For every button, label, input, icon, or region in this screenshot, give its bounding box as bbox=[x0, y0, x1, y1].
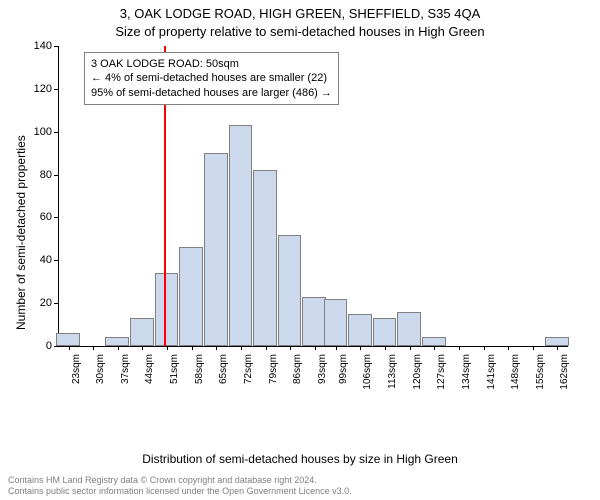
x-tick-mark bbox=[118, 346, 119, 350]
x-tick-mark bbox=[484, 346, 485, 350]
x-tick-mark bbox=[385, 346, 386, 350]
x-tick-label: 72sqm bbox=[243, 354, 254, 394]
x-tick-label: 23sqm bbox=[71, 354, 82, 394]
x-tick-mark bbox=[434, 346, 435, 350]
y-tick-label: 20 bbox=[22, 297, 52, 309]
x-tick-label: 155sqm bbox=[535, 354, 546, 394]
histogram-bar bbox=[373, 318, 397, 346]
y-tick-label: 80 bbox=[22, 169, 52, 181]
y-tick-label: 120 bbox=[22, 83, 52, 95]
x-tick-mark bbox=[93, 346, 94, 350]
x-axis-line bbox=[58, 346, 568, 347]
histogram-bar bbox=[302, 297, 326, 346]
x-tick-mark bbox=[508, 346, 509, 350]
histogram-bar bbox=[204, 153, 228, 346]
x-tick-label: 86sqm bbox=[292, 354, 303, 394]
x-tick-mark bbox=[216, 346, 217, 350]
x-tick-label: 134sqm bbox=[461, 354, 472, 394]
x-tick-label: 106sqm bbox=[362, 354, 373, 394]
histogram-bar bbox=[422, 337, 446, 346]
x-axis-label: Distribution of semi-detached houses by … bbox=[0, 452, 600, 466]
x-tick-mark bbox=[142, 346, 143, 350]
x-tick-mark bbox=[315, 346, 316, 350]
histogram-bar bbox=[348, 314, 372, 346]
footer-line2: Contains public sector information licen… bbox=[8, 486, 352, 498]
x-tick-label: 79sqm bbox=[268, 354, 279, 394]
annotation-box: 3 OAK LODGE ROAD: 50sqm ← 4% of semi-det… bbox=[84, 52, 339, 105]
x-tick-mark bbox=[533, 346, 534, 350]
x-tick-label: 162sqm bbox=[559, 354, 570, 394]
x-tick-label: 113sqm bbox=[387, 354, 398, 394]
x-tick-label: 141sqm bbox=[486, 354, 497, 394]
y-tick-label: 140 bbox=[22, 40, 52, 52]
x-tick-mark bbox=[459, 346, 460, 350]
chart-subtitle: Size of property relative to semi-detach… bbox=[0, 24, 600, 39]
x-tick-mark bbox=[410, 346, 411, 350]
x-tick-label: 99sqm bbox=[338, 354, 349, 394]
annotation-line1: 3 OAK LODGE ROAD: 50sqm bbox=[91, 57, 332, 71]
x-tick-label: 93sqm bbox=[317, 354, 328, 394]
x-tick-mark bbox=[69, 346, 70, 350]
x-tick-label: 44sqm bbox=[144, 354, 155, 394]
y-tick-label: 0 bbox=[22, 340, 52, 352]
x-tick-label: 65sqm bbox=[218, 354, 229, 394]
x-tick-mark bbox=[167, 346, 168, 350]
x-tick-label: 120sqm bbox=[412, 354, 423, 394]
x-tick-mark bbox=[266, 346, 267, 350]
address-title: 3, OAK LODGE ROAD, HIGH GREEN, SHEFFIELD… bbox=[0, 6, 600, 21]
histogram-bar bbox=[324, 299, 348, 346]
histogram-bar bbox=[56, 333, 80, 346]
y-tick-label: 100 bbox=[22, 126, 52, 138]
x-tick-mark bbox=[192, 346, 193, 350]
histogram-bar bbox=[278, 235, 302, 346]
histogram-bar bbox=[397, 312, 421, 346]
y-tick-label: 40 bbox=[22, 254, 52, 266]
annotation-line2: ← 4% of semi-detached houses are smaller… bbox=[91, 71, 332, 85]
x-tick-label: 58sqm bbox=[194, 354, 205, 394]
x-tick-label: 30sqm bbox=[95, 354, 106, 394]
histogram-bar bbox=[105, 337, 129, 346]
histogram-bar bbox=[179, 247, 203, 346]
x-tick-mark bbox=[241, 346, 242, 350]
x-tick-mark bbox=[290, 346, 291, 350]
histogram-bar bbox=[130, 318, 154, 346]
x-tick-label: 127sqm bbox=[436, 354, 447, 394]
histogram-bar bbox=[545, 337, 569, 346]
x-tick-mark bbox=[360, 346, 361, 350]
x-tick-label: 37sqm bbox=[120, 354, 131, 394]
x-tick-label: 148sqm bbox=[510, 354, 521, 394]
histogram-bar bbox=[155, 273, 179, 346]
footer: Contains HM Land Registry data © Crown c… bbox=[8, 475, 352, 498]
x-tick-label: 51sqm bbox=[169, 354, 180, 394]
histogram-bar bbox=[229, 125, 253, 346]
footer-line1: Contains HM Land Registry data © Crown c… bbox=[8, 475, 352, 487]
x-tick-mark bbox=[557, 346, 558, 350]
y-axis-line bbox=[58, 46, 59, 346]
y-tick-label: 60 bbox=[22, 211, 52, 223]
histogram-bar bbox=[253, 170, 277, 346]
annotation-line3: 95% of semi-detached houses are larger (… bbox=[91, 86, 332, 100]
x-tick-mark bbox=[336, 346, 337, 350]
